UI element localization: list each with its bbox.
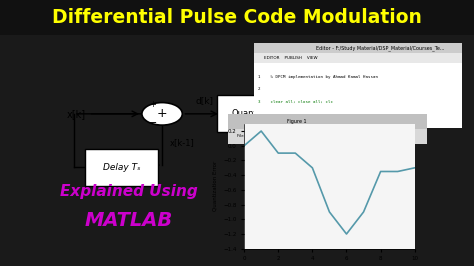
Text: Figure 1: Figure 1 bbox=[287, 119, 307, 124]
FancyBboxPatch shape bbox=[217, 95, 287, 132]
Text: Editor - F:/Study Material/DSP_Material/Courses_Te...: Editor - F:/Study Material/DSP_Material/… bbox=[316, 45, 445, 51]
Text: 3    clear all; close all; clc: 3 clear all; close all; clc bbox=[258, 100, 333, 104]
Bar bbox=[254, 53, 462, 63]
Text: +: + bbox=[157, 107, 167, 120]
Text: d[k]: d[k] bbox=[195, 96, 213, 105]
Text: Delay Tₛ: Delay Tₛ bbox=[103, 163, 140, 172]
Text: 1    % DPCM implementation by Ahmad Kamal Hassan: 1 % DPCM implementation by Ahmad Kamal H… bbox=[258, 74, 378, 79]
Bar bbox=[228, 129, 427, 144]
Bar bbox=[254, 43, 462, 53]
Text: EDITOR    PUBLISH    VIEW: EDITOR PUBLISH VIEW bbox=[264, 56, 318, 60]
Text: Explained Using: Explained Using bbox=[60, 184, 198, 199]
Text: Quantizer: Quantizer bbox=[231, 109, 273, 118]
Text: −: − bbox=[148, 118, 158, 128]
Bar bbox=[228, 114, 427, 129]
Text: 2: 2 bbox=[258, 87, 260, 92]
Text: MATLAB: MATLAB bbox=[85, 211, 173, 230]
Y-axis label: Quantization Error: Quantization Error bbox=[212, 161, 218, 211]
Text: d: d bbox=[300, 109, 306, 119]
Text: Differential Pulse Code Modulation: Differential Pulse Code Modulation bbox=[52, 8, 422, 27]
FancyBboxPatch shape bbox=[85, 149, 158, 186]
Text: +: + bbox=[149, 100, 156, 109]
Bar bbox=[254, 63, 462, 128]
Text: File  Edit  View  Insert  Tools  Desktop  Window  Help: File Edit View Insert Tools Desktop Wind… bbox=[237, 134, 340, 138]
Circle shape bbox=[142, 103, 182, 125]
Text: x[k-1]: x[k-1] bbox=[169, 138, 194, 147]
Text: x[k]: x[k] bbox=[66, 109, 86, 119]
